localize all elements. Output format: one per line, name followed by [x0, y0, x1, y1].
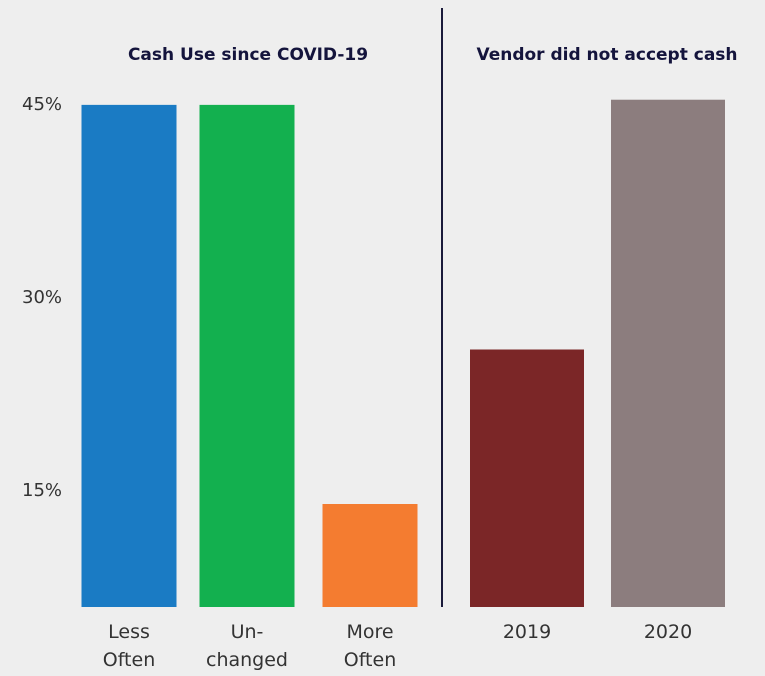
x-tick-label: Less Often [102, 621, 156, 671]
panel-title: Vendor did not accept cash [476, 45, 738, 65]
bar [322, 504, 418, 607]
panel-title: Cash Use since COVID-19 [127, 45, 369, 65]
bar [611, 99, 725, 607]
bar [199, 104, 295, 607]
y-tick-label: 45% [22, 93, 63, 115]
y-tick-label: 15% [22, 480, 63, 502]
x-tick-label: More Often [343, 621, 397, 671]
x-tick-label: Un- changed [206, 621, 288, 671]
bar [81, 104, 177, 607]
y-tick-label: 30% [22, 287, 63, 308]
bar [470, 349, 584, 607]
x-tick-label: 2020 [643, 621, 693, 643]
x-tick-label: 2019 [502, 621, 552, 643]
